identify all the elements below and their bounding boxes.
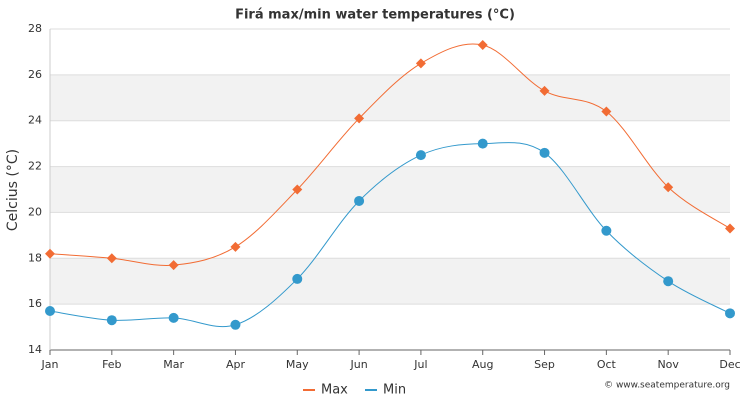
x-tick-label: Mar — [163, 358, 184, 371]
y-tick-label: 16 — [28, 297, 42, 310]
marker — [477, 40, 488, 51]
x-tick-label: May — [286, 358, 309, 371]
x-tick-label: Oct — [597, 358, 617, 371]
marker — [354, 195, 365, 206]
marker — [45, 248, 55, 259]
x-tick-label: Sep — [534, 358, 555, 371]
x-tick-label: Apr — [226, 358, 246, 371]
x-tick-label: Jan — [41, 358, 59, 371]
y-tick-label: 24 — [28, 114, 42, 127]
y-tick-label: 22 — [28, 160, 42, 173]
marker — [230, 319, 241, 330]
y-tick-label: 26 — [28, 68, 42, 81]
grid-band — [50, 74, 730, 121]
y-tick-label: 28 — [28, 22, 42, 35]
y-tick-label: 18 — [28, 251, 42, 264]
marker — [354, 113, 365, 124]
legend-label: Max — [321, 383, 348, 398]
x-tick-label: Jun — [349, 358, 367, 371]
marker — [292, 184, 303, 195]
marker — [601, 106, 612, 117]
x-tick-label: Nov — [657, 358, 679, 371]
y-axis-label: Celcius (°C) — [5, 149, 21, 231]
legend-label: Min — [383, 383, 406, 398]
marker — [168, 312, 179, 323]
x-tick-label: Dec — [719, 358, 740, 371]
marker — [168, 260, 179, 271]
credit: © www.seatemperature.org — [604, 381, 730, 391]
y-tick-label: 14 — [28, 343, 42, 356]
marker — [230, 241, 241, 252]
x-tick-label: Jul — [413, 358, 427, 371]
marker — [477, 138, 488, 149]
marker — [601, 225, 612, 236]
marker — [539, 85, 550, 96]
x-tick-label: Aug — [472, 358, 493, 371]
marker — [45, 306, 55, 317]
marker — [663, 276, 674, 287]
x-tick-label: Feb — [102, 358, 121, 371]
y-tick-label: 20 — [28, 205, 42, 218]
marker — [725, 308, 735, 319]
marker — [106, 315, 117, 326]
marker — [292, 273, 303, 284]
grid-band — [50, 258, 730, 305]
chart-title: Firá max/min water temperatures (°C) — [235, 8, 515, 23]
marker — [106, 253, 117, 264]
marker — [415, 150, 426, 161]
marker — [725, 223, 735, 234]
marker — [415, 58, 426, 69]
marker — [539, 147, 550, 158]
marker — [663, 182, 674, 193]
